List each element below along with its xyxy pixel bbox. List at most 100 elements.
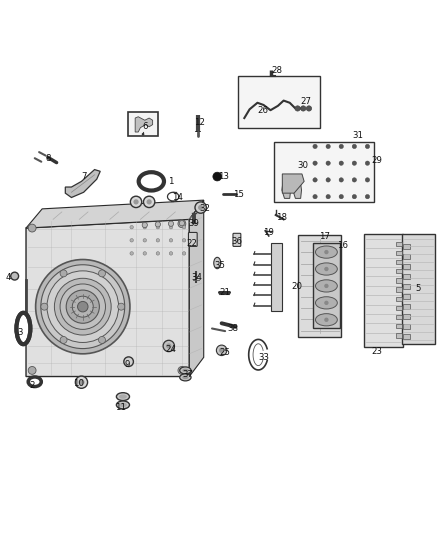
- Bar: [396, 315, 403, 319]
- Circle shape: [352, 144, 357, 149]
- Circle shape: [182, 225, 186, 229]
- Text: 18: 18: [276, 213, 287, 222]
- Circle shape: [143, 252, 147, 255]
- Circle shape: [324, 267, 328, 271]
- Bar: [364, 234, 403, 348]
- Circle shape: [179, 221, 184, 226]
- Circle shape: [313, 161, 317, 165]
- Circle shape: [169, 252, 173, 255]
- Circle shape: [60, 284, 106, 329]
- Ellipse shape: [214, 257, 221, 269]
- Circle shape: [142, 222, 148, 228]
- Text: 12: 12: [194, 118, 205, 127]
- Text: 1: 1: [168, 177, 174, 186]
- Text: 34: 34: [192, 273, 203, 282]
- Circle shape: [339, 161, 343, 165]
- Text: 9: 9: [125, 360, 130, 369]
- Bar: [238, 76, 320, 128]
- Ellipse shape: [180, 374, 191, 381]
- Circle shape: [339, 177, 343, 182]
- Circle shape: [352, 195, 357, 199]
- Circle shape: [124, 357, 134, 367]
- Text: 23: 23: [371, 347, 382, 356]
- Text: 36: 36: [232, 237, 243, 246]
- Text: 27: 27: [301, 97, 312, 106]
- Circle shape: [163, 340, 174, 352]
- Circle shape: [339, 144, 343, 149]
- Ellipse shape: [117, 393, 130, 400]
- Bar: [403, 234, 435, 344]
- Circle shape: [66, 290, 99, 323]
- Text: 13: 13: [218, 172, 229, 181]
- Circle shape: [147, 199, 152, 205]
- Text: 14: 14: [172, 193, 183, 202]
- Circle shape: [195, 202, 206, 213]
- Circle shape: [198, 205, 203, 210]
- Circle shape: [144, 196, 155, 207]
- Circle shape: [365, 195, 370, 199]
- Circle shape: [169, 225, 173, 229]
- Circle shape: [118, 303, 125, 310]
- Text: 10: 10: [73, 378, 84, 387]
- Text: 15: 15: [233, 190, 244, 199]
- Circle shape: [216, 345, 227, 356]
- Circle shape: [134, 199, 139, 205]
- Text: 28: 28: [271, 67, 282, 75]
- Text: 11: 11: [115, 402, 126, 411]
- Bar: [396, 251, 403, 255]
- Circle shape: [131, 196, 142, 207]
- Circle shape: [143, 225, 147, 229]
- Ellipse shape: [182, 376, 188, 379]
- Circle shape: [41, 303, 48, 310]
- Ellipse shape: [315, 280, 337, 292]
- Text: 24: 24: [166, 345, 177, 354]
- Text: 21: 21: [219, 288, 231, 297]
- Polygon shape: [293, 175, 301, 198]
- Circle shape: [326, 144, 330, 149]
- Bar: [403, 244, 410, 249]
- Circle shape: [72, 296, 93, 317]
- Circle shape: [182, 252, 186, 255]
- Circle shape: [324, 250, 328, 254]
- Circle shape: [365, 144, 370, 149]
- Circle shape: [78, 379, 85, 385]
- Text: 37: 37: [182, 370, 193, 379]
- Text: 32: 32: [200, 204, 211, 213]
- Circle shape: [313, 195, 317, 199]
- Bar: [396, 333, 403, 338]
- Circle shape: [313, 144, 317, 149]
- Text: 39: 39: [188, 219, 199, 228]
- Text: 22: 22: [187, 239, 198, 248]
- Ellipse shape: [315, 263, 337, 275]
- Circle shape: [326, 177, 330, 182]
- Circle shape: [60, 270, 67, 277]
- Circle shape: [143, 239, 147, 242]
- Polygon shape: [282, 175, 290, 198]
- Circle shape: [28, 367, 36, 374]
- Text: 8: 8: [45, 154, 51, 163]
- Bar: [128, 111, 158, 135]
- Polygon shape: [26, 200, 204, 228]
- Bar: [313, 244, 339, 328]
- Circle shape: [156, 239, 159, 242]
- Bar: [403, 284, 410, 289]
- Polygon shape: [189, 200, 204, 376]
- Circle shape: [300, 106, 306, 111]
- Bar: [298, 235, 341, 337]
- Ellipse shape: [315, 246, 337, 258]
- Circle shape: [339, 195, 343, 199]
- Circle shape: [78, 302, 88, 312]
- Circle shape: [168, 221, 173, 227]
- Text: 17: 17: [319, 232, 330, 241]
- Circle shape: [324, 301, 328, 305]
- Circle shape: [156, 252, 159, 255]
- Circle shape: [166, 343, 171, 349]
- Circle shape: [306, 106, 311, 111]
- Text: 35: 35: [214, 261, 226, 270]
- Circle shape: [213, 172, 222, 181]
- Bar: [403, 274, 410, 279]
- Ellipse shape: [117, 401, 130, 409]
- Polygon shape: [135, 117, 152, 132]
- Bar: [396, 297, 403, 301]
- Bar: [403, 264, 410, 269]
